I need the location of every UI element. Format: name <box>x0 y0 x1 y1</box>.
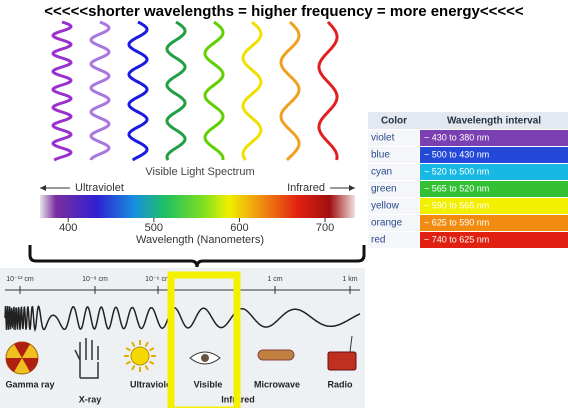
interval: ~ 625 to 590 nm <box>424 217 489 227</box>
icon-sun-ray <box>131 341 136 347</box>
band-label: X-ray <box>79 394 102 404</box>
color-name: red <box>371 235 385 246</box>
header-cell: Wavelength interval <box>447 116 541 127</box>
tick-label: 500 <box>145 222 163 234</box>
scale-label: 1 km <box>342 276 357 283</box>
tick-label: 400 <box>59 222 77 234</box>
axis-label: Wavelength (Nanometers) <box>136 234 264 246</box>
color-name-cell <box>368 181 419 197</box>
color-name: orange <box>371 218 403 229</box>
arrow-head <box>40 185 46 191</box>
table-header <box>368 112 568 129</box>
icon-hand <box>74 338 99 379</box>
color-name: yellow <box>371 201 400 212</box>
wave <box>241 20 263 161</box>
scale-label: 1 cm <box>267 276 282 283</box>
band-label: Microwave <box>254 379 300 389</box>
icon-microwave-dish <box>257 349 295 361</box>
spectrum-axis: 400 500 600 700 <box>59 218 334 234</box>
color-name-cell <box>368 147 419 163</box>
interval: ~ 500 to 430 nm <box>424 149 489 159</box>
color-name: blue <box>371 150 390 161</box>
icon-eye-iris <box>201 354 209 362</box>
swatch-cell <box>420 215 568 231</box>
icon-sun-ray <box>131 365 136 371</box>
infrared-label: Infrared <box>287 182 325 194</box>
em-panel <box>0 268 365 408</box>
swatch-cell <box>420 232 568 248</box>
wave <box>279 20 301 162</box>
icon-sun-ray <box>125 347 131 352</box>
visible-highlight <box>167 271 241 408</box>
interval: ~ 430 to 380 nm <box>424 132 489 142</box>
color-name: green <box>371 184 397 195</box>
scale-label: 10⁻⁸ cm <box>82 276 108 283</box>
swatch-cell <box>420 164 568 180</box>
swatch-cell <box>420 181 568 197</box>
icon-sun-ray <box>144 365 149 371</box>
icon-radio <box>327 351 357 371</box>
icon-sun-ray <box>149 347 155 352</box>
interval: ~ 590 to 565 nm <box>424 200 489 210</box>
em-spectrum: 10⁻¹³ cm 10⁻⁸ cm 10⁻⁶ cm 1 cm 1 km Gamma ray X… <box>4 276 361 404</box>
ultraviolet-label: Ultraviolet <box>75 182 124 194</box>
scale-label: 10⁻¹³ cm <box>6 276 34 283</box>
wave <box>127 20 149 162</box>
icon-sun <box>130 346 150 366</box>
icon-antenna <box>349 335 353 353</box>
spectrum-title: Visible Light Spectrum <box>145 166 254 178</box>
color-name-cell <box>368 198 419 214</box>
scale-label: 10⁻⁶ cm <box>145 276 171 283</box>
band-label: Ultraviolet <box>130 379 174 389</box>
swatch-cell <box>420 198 568 214</box>
icon-sun-ray <box>125 360 131 365</box>
band-label: Radio <box>327 379 353 389</box>
interval: ~ 565 to 520 nm <box>424 183 489 193</box>
icon-radiation <box>5 341 39 372</box>
icon-sun-ray <box>144 341 149 347</box>
color-name-cell <box>368 232 419 248</box>
page-title: <<<<<shorter wavelengths = higher freque… <box>44 3 524 20</box>
icon-sun-ray <box>149 360 155 365</box>
tick-label: 600 <box>230 222 248 234</box>
band-label: Visible <box>194 379 223 389</box>
color-name-cell <box>368 215 419 231</box>
color-name-cell <box>368 130 419 146</box>
color-name: violet <box>371 133 395 144</box>
wave-illustration <box>51 20 339 162</box>
tick-label: 700 <box>316 222 334 234</box>
header-cell: Color <box>381 116 407 127</box>
interval: ~ 740 to 625 nm <box>424 234 489 244</box>
arrow-head <box>349 185 355 191</box>
band-label: Gamma ray <box>5 379 54 389</box>
color-table: Color Wavelength interval violet ~ 430 to 3… <box>368 112 568 248</box>
wave <box>203 20 225 161</box>
color-name-cell <box>368 164 419 180</box>
wave <box>89 20 111 161</box>
swatch-cell <box>420 147 568 163</box>
wave <box>165 20 187 161</box>
em-wave <box>4 305 361 333</box>
color-name: cyan <box>371 167 392 178</box>
wave <box>317 20 339 161</box>
swatch-cell <box>420 130 568 146</box>
interval: ~ 520 to 500 nm <box>424 166 489 176</box>
bracket <box>28 245 366 268</box>
wave <box>51 20 73 162</box>
spectrum-bar <box>40 195 355 218</box>
